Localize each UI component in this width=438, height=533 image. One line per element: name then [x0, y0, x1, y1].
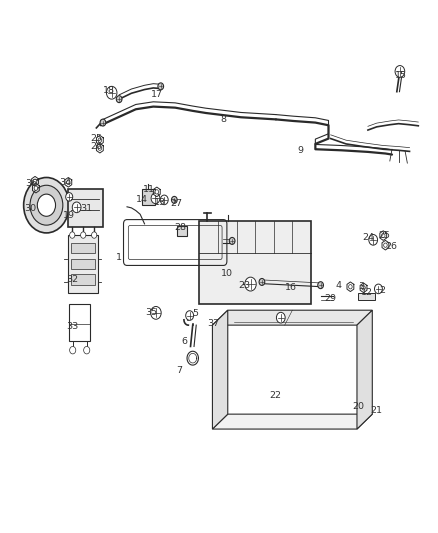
- Circle shape: [395, 66, 405, 77]
- Text: 12: 12: [360, 288, 373, 296]
- Text: 26: 26: [90, 142, 102, 151]
- Circle shape: [374, 284, 382, 294]
- Circle shape: [384, 243, 387, 247]
- Circle shape: [155, 190, 159, 194]
- Circle shape: [276, 312, 285, 323]
- Bar: [71, 259, 95, 269]
- Text: 5: 5: [193, 309, 199, 318]
- Text: 22: 22: [269, 391, 281, 400]
- Circle shape: [369, 235, 378, 245]
- Text: 3: 3: [358, 282, 364, 290]
- Text: 27: 27: [170, 199, 183, 208]
- Text: 20: 20: [352, 402, 364, 410]
- FancyBboxPatch shape: [69, 304, 90, 341]
- FancyBboxPatch shape: [142, 189, 155, 205]
- Text: 19: 19: [63, 212, 75, 220]
- Circle shape: [70, 232, 75, 238]
- Text: 13: 13: [154, 198, 166, 207]
- Circle shape: [172, 197, 177, 203]
- Bar: [358, 293, 375, 300]
- Text: 11: 11: [143, 185, 155, 193]
- Bar: [199, 221, 311, 304]
- Circle shape: [106, 86, 117, 99]
- Text: 25: 25: [90, 134, 102, 143]
- Text: 2: 2: [379, 286, 385, 295]
- Text: 10: 10: [221, 269, 233, 278]
- Circle shape: [66, 192, 73, 201]
- Circle shape: [98, 146, 102, 150]
- Text: 37: 37: [207, 319, 219, 328]
- Circle shape: [318, 281, 323, 289]
- Circle shape: [34, 186, 38, 190]
- Circle shape: [186, 311, 194, 320]
- Text: 6: 6: [181, 337, 187, 345]
- Circle shape: [151, 193, 160, 204]
- Text: 23: 23: [238, 281, 251, 290]
- Circle shape: [84, 346, 90, 354]
- Text: 31: 31: [80, 205, 92, 213]
- Circle shape: [160, 195, 168, 205]
- Polygon shape: [212, 414, 372, 429]
- Text: 35: 35: [145, 309, 158, 317]
- Circle shape: [362, 286, 365, 290]
- Text: 30: 30: [25, 205, 37, 213]
- Circle shape: [381, 233, 385, 238]
- Polygon shape: [212, 310, 372, 325]
- Circle shape: [37, 194, 56, 216]
- Circle shape: [92, 232, 97, 238]
- Bar: [71, 243, 95, 253]
- Circle shape: [33, 179, 37, 183]
- Text: 7: 7: [177, 366, 183, 375]
- FancyBboxPatch shape: [68, 235, 98, 293]
- Circle shape: [30, 185, 63, 225]
- Circle shape: [98, 138, 102, 142]
- Text: 25: 25: [378, 231, 390, 240]
- Circle shape: [245, 277, 256, 291]
- Text: 9: 9: [297, 146, 303, 155]
- Text: 28: 28: [174, 223, 186, 232]
- Text: 17: 17: [151, 91, 163, 99]
- Circle shape: [230, 238, 235, 244]
- Circle shape: [151, 306, 161, 319]
- Circle shape: [81, 232, 86, 238]
- Text: 34: 34: [59, 178, 71, 187]
- Text: 24: 24: [363, 233, 375, 241]
- Text: 26: 26: [385, 242, 397, 251]
- Text: 36: 36: [25, 180, 38, 188]
- Circle shape: [70, 346, 76, 354]
- Text: 18: 18: [102, 86, 115, 95]
- Text: 15: 15: [395, 71, 407, 80]
- Text: 33: 33: [66, 322, 78, 330]
- Circle shape: [117, 96, 122, 102]
- Text: 21: 21: [370, 406, 382, 415]
- Bar: [71, 274, 95, 285]
- Text: 29: 29: [324, 294, 336, 303]
- Circle shape: [259, 279, 265, 286]
- Polygon shape: [212, 310, 228, 429]
- Bar: [177, 226, 187, 236]
- Text: 1: 1: [116, 254, 122, 262]
- Circle shape: [24, 177, 69, 233]
- Circle shape: [67, 180, 70, 184]
- Circle shape: [72, 202, 81, 213]
- Circle shape: [349, 285, 352, 289]
- Circle shape: [158, 83, 164, 90]
- Polygon shape: [357, 310, 372, 429]
- Text: 4: 4: [336, 281, 342, 290]
- Text: 32: 32: [66, 276, 78, 284]
- Text: 8: 8: [220, 116, 226, 124]
- Circle shape: [100, 119, 106, 126]
- FancyBboxPatch shape: [68, 189, 103, 227]
- Text: 14: 14: [135, 196, 148, 204]
- Text: 16: 16: [285, 284, 297, 292]
